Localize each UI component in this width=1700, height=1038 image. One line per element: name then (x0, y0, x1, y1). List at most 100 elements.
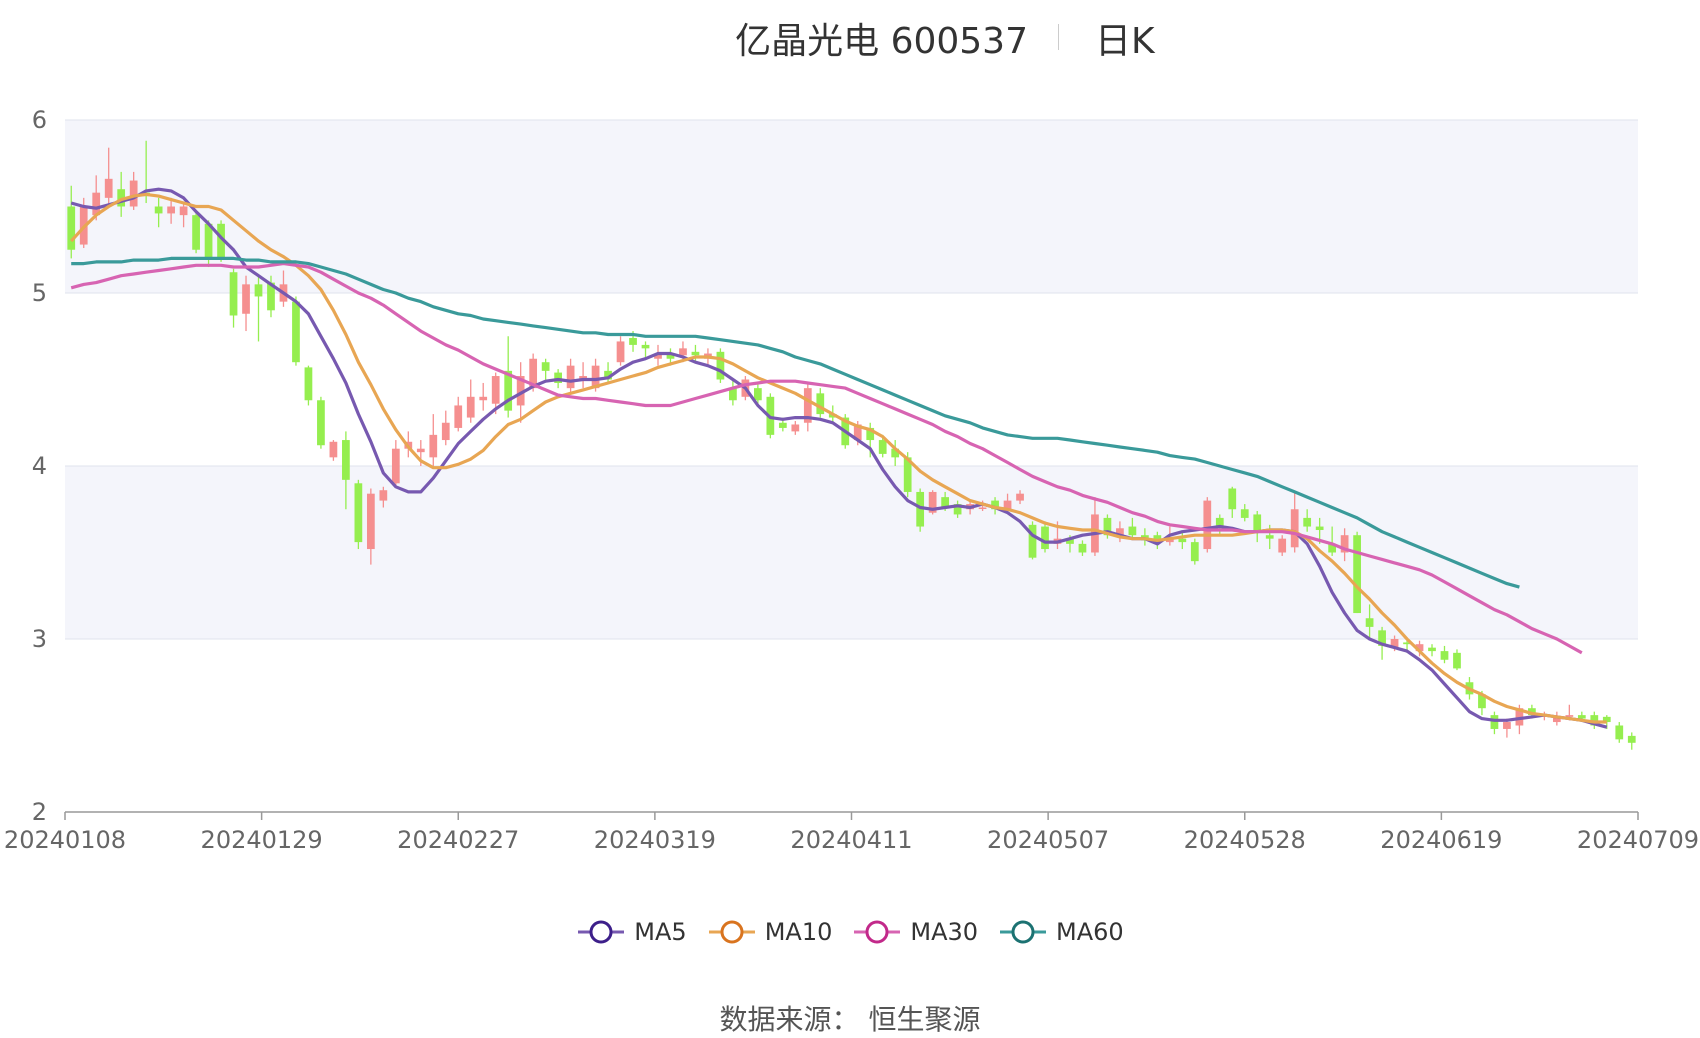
candle (254, 275, 263, 342)
candle (691, 344, 700, 363)
candle-body (1116, 528, 1124, 536)
candle-body (217, 223, 225, 259)
candle-body (1478, 694, 1486, 709)
candle-body (1153, 535, 1162, 543)
legend-item-ma10[interactable]: MA10 (707, 918, 832, 946)
legend-item-ma60[interactable]: MA60 (998, 918, 1124, 946)
candle-body (1028, 524, 1037, 558)
x-tick-label: 20240528 (1184, 826, 1306, 854)
candle (729, 379, 737, 406)
candle-body (1315, 526, 1324, 531)
candle-body (1078, 543, 1087, 553)
candle-body (104, 178, 113, 198)
x-tick-label: 20240108 (4, 826, 126, 854)
candle-body (1515, 708, 1524, 726)
candle (67, 185, 76, 259)
legend-marker-icon (1000, 920, 1047, 944)
candle (1228, 486, 1237, 518)
candle (1016, 490, 1024, 505)
candle-body (616, 341, 625, 363)
candle-body (853, 424, 862, 441)
candle-body (342, 440, 350, 480)
candle (1590, 711, 1599, 729)
candle (1041, 521, 1049, 553)
candle-body (92, 192, 101, 216)
candle (1128, 517, 1137, 539)
y-axis-ticks: 2 3 4 5 6 (32, 106, 47, 826)
candle (541, 358, 550, 380)
candle-body (441, 422, 450, 441)
candle-body (1602, 716, 1611, 723)
candle-body (1503, 722, 1511, 729)
candle (978, 500, 987, 511)
candle-body (654, 353, 662, 359)
candle-body (753, 388, 762, 401)
legend-label: MA60 (1056, 918, 1124, 946)
candle (1253, 510, 1262, 543)
candle-body (379, 490, 388, 501)
y-tick-label: 2 (32, 798, 47, 826)
x-tick-label: 20240507 (987, 826, 1109, 854)
candle-body (1415, 644, 1424, 652)
candle (379, 486, 388, 508)
candle-body (1278, 538, 1287, 553)
x-tick-label: 20240619 (1380, 826, 1502, 854)
candle (1328, 526, 1337, 556)
candle (479, 382, 488, 411)
candle-body (366, 493, 375, 550)
candle-body (317, 400, 325, 446)
candle-body (491, 376, 500, 404)
candle (816, 388, 825, 418)
candle-body (1240, 509, 1249, 518)
candle-body (604, 370, 612, 380)
legend: MA5 MA10 MA30 MA60 (0, 918, 1700, 952)
x-tick-label: 20240319 (594, 826, 716, 854)
candle-body (1390, 639, 1399, 648)
candle-body (1378, 630, 1386, 646)
candle-body (1453, 652, 1461, 669)
legend-item-ma30[interactable]: MA30 (852, 918, 978, 946)
plot-band (65, 120, 1638, 293)
ma-line-ma5 (70, 187, 1608, 729)
candle-body (1253, 514, 1262, 532)
candle (916, 488, 925, 532)
candle-body (267, 282, 275, 311)
candle-body (1203, 500, 1212, 550)
x-tick-label: 20240129 (201, 826, 323, 854)
candle-body (479, 396, 488, 401)
candle-body (1128, 526, 1137, 536)
candle-body (691, 351, 700, 356)
candle (317, 396, 325, 449)
candle (1116, 521, 1124, 543)
x-tick-label: 20240227 (397, 826, 519, 854)
candle (354, 479, 363, 550)
candle-body (192, 215, 200, 250)
legend-item-ma5[interactable]: MA5 (576, 918, 687, 946)
candle-body (1440, 651, 1449, 660)
candle (716, 348, 725, 383)
candle-body (242, 284, 250, 314)
candle-body (1016, 493, 1024, 501)
candle-body (1328, 543, 1337, 553)
candle-body (117, 189, 126, 207)
candle (441, 410, 450, 446)
candle-body (329, 441, 338, 458)
candle (192, 213, 200, 254)
data-source-label: 数据来源： 恒生聚源 (719, 1003, 981, 1036)
candle-body (154, 206, 163, 214)
candle (292, 296, 300, 366)
candle-body (891, 448, 900, 458)
candle-body (629, 337, 637, 345)
legend-marker-icon (854, 920, 901, 944)
candle-body (229, 272, 238, 316)
candle-body (1103, 517, 1112, 536)
candle (1353, 531, 1361, 614)
ma-line-ma60 (71, 256, 1520, 589)
candle-body (1003, 500, 1012, 510)
candle (1290, 491, 1299, 553)
candle-body (529, 358, 538, 389)
candle-body (1577, 715, 1586, 719)
candle (1240, 504, 1249, 522)
candle-body (1215, 517, 1224, 527)
